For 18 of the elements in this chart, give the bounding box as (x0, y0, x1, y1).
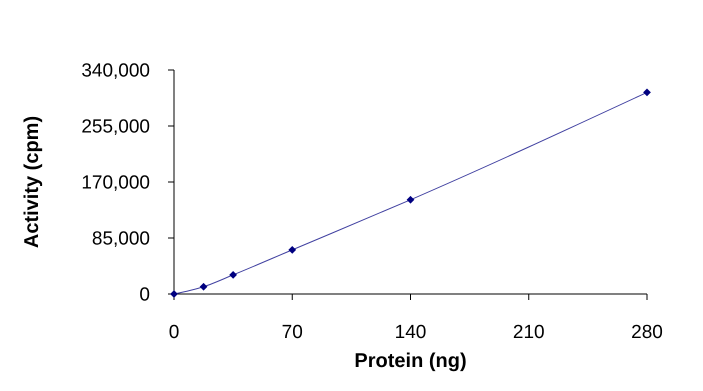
x-axis-title: Protein (ng) (354, 350, 467, 372)
point (200, 282, 208, 291)
point (229, 271, 237, 279)
y-tick-label: 255,000 (81, 116, 150, 138)
y-tick-label: 170,000 (81, 172, 150, 194)
x-tick-label: 210 (512, 322, 545, 343)
x-tick-label: 280 (631, 322, 663, 343)
y-tick-label: 0 (139, 284, 150, 306)
point (643, 88, 651, 96)
point (288, 246, 296, 254)
y-tick-label: 340,000 (81, 60, 150, 82)
x-tick-label: 0 (168, 322, 180, 343)
x-tick-label: 70 (282, 322, 303, 343)
point (170, 290, 178, 298)
point (406, 196, 414, 204)
y-tick-label: 85,000 (92, 228, 150, 250)
x-tick-label: 140 (394, 322, 426, 343)
y-axis-title: Activity (cpm) (21, 116, 43, 248)
